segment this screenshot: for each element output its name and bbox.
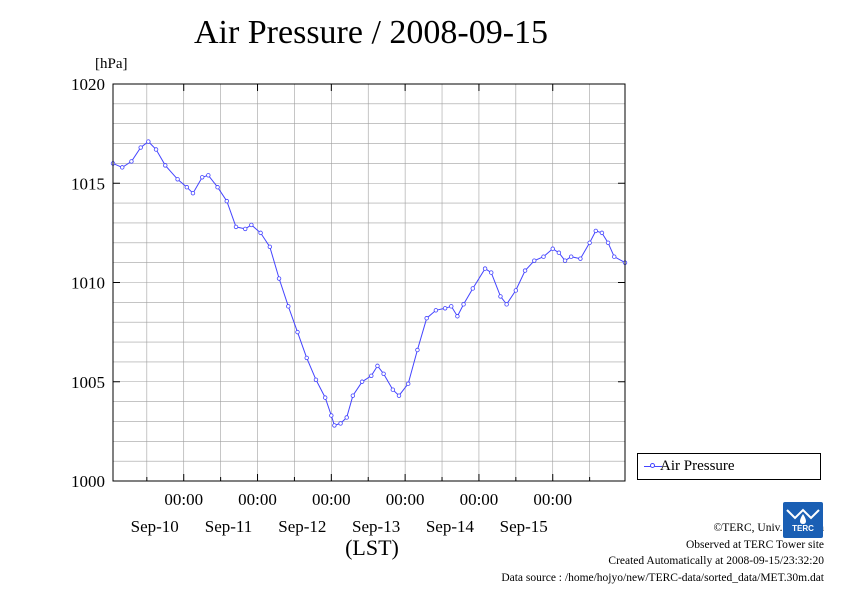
data-point [304,355,309,361]
x-tick-date-label: Sep-13 [352,517,400,536]
series-line [112,140,626,427]
data-point [449,304,454,309]
data-point [215,185,220,190]
x-tick-date-label: Sep-15 [500,517,548,536]
data-point [396,393,402,398]
legend: Air Pressure [637,453,821,480]
logo-label: TERC [792,524,814,533]
data-point [313,377,319,382]
data-point [415,347,420,353]
data-point [562,258,568,263]
data-point [175,177,180,182]
y-tick-label: 1015 [71,174,105,193]
data-point [593,228,598,234]
data-point [184,185,190,190]
y-axis-unit: [hPa] [95,56,128,72]
data-point [190,190,196,196]
data-point [375,363,380,369]
legend-marker-icon [650,463,655,468]
data-point [587,240,592,245]
y-tick-label: 1010 [71,274,105,293]
x-tick-time-label: 00:00 [460,490,499,509]
data-point [461,302,466,307]
data-point [329,413,334,418]
credit-site: Observed at TERC Tower site [685,538,824,551]
legend-label: Air Pressure [660,458,735,474]
data-point [359,379,365,384]
data-point [522,268,528,273]
air-pressure-series [110,139,628,428]
grid [113,84,625,481]
data-point [482,266,488,271]
data-point [249,222,254,228]
x-tick-date-label: Sep-12 [278,517,326,536]
tick-labels: 1000100510101015102000:00Sep-1000:00Sep-… [71,75,572,536]
chart-title: Air Pressure / 2008-09-15 [193,14,549,51]
data-point [390,387,396,392]
data-point [243,226,248,232]
data-point [258,230,263,236]
data-point [489,270,494,275]
data-point [455,314,460,319]
data-point [605,240,611,245]
data-point [146,139,151,144]
data-point [433,308,439,313]
y-tick-label: 1020 [71,75,105,94]
data-point [513,288,519,293]
data-point [344,415,349,420]
data-point [153,147,159,152]
data-point [556,250,562,255]
data-point [199,175,205,180]
data-point [120,165,125,170]
y-tick-label: 1005 [71,373,105,392]
data-point [286,304,291,309]
x-axis-label: (LST) [345,535,399,560]
data-point [295,329,300,335]
data-point [599,230,605,236]
data-point [541,254,546,259]
credit-copyright: ©TERC, Univ. Tsukuba [713,522,824,534]
credit-created: Created Automatically at 2008-09-15/23:3… [608,555,824,567]
data-point [338,421,343,426]
data-point [206,173,211,178]
terc-logo-icon [783,502,823,538]
x-tick-date-label: Sep-11 [205,517,253,536]
data-point [470,286,475,291]
data-point [233,224,239,230]
data-point [406,381,411,386]
data-point [532,258,537,263]
terc-logo: TERC [783,502,823,538]
x-tick-time-label: 00:00 [164,490,203,509]
data-point [442,306,448,311]
data-point [381,371,386,377]
data-point [129,159,134,164]
data-point [612,254,617,259]
x-tick-time-label: 00:00 [238,490,277,509]
data-point [498,294,503,299]
credit-source: Data source : /home/hojyo/new/TERC-data/… [501,571,824,584]
data-point [550,246,555,251]
data-point [369,373,374,378]
credits-block: ©TERC, Univ. Tsukuba Observed at TERC To… [501,520,824,586]
x-tick-date-label: Sep-14 [426,517,475,536]
data-point [267,244,273,249]
x-tick-time-label: 00:00 [386,490,425,509]
y-tick-label: 1000 [71,472,105,491]
x-tick-time-label: 00:00 [312,490,351,509]
data-point [322,395,328,400]
data-point [578,256,583,261]
data-point [350,393,356,398]
data-point [163,163,168,168]
data-point [276,276,282,281]
data-point [568,254,574,259]
data-point [224,198,229,204]
data-point [504,302,509,307]
data-point [332,423,337,428]
axes [112,83,626,482]
data-point [424,316,429,321]
data-point [138,145,143,150]
x-tick-time-label: 00:00 [533,490,572,509]
x-tick-date-label: Sep-10 [131,517,179,536]
